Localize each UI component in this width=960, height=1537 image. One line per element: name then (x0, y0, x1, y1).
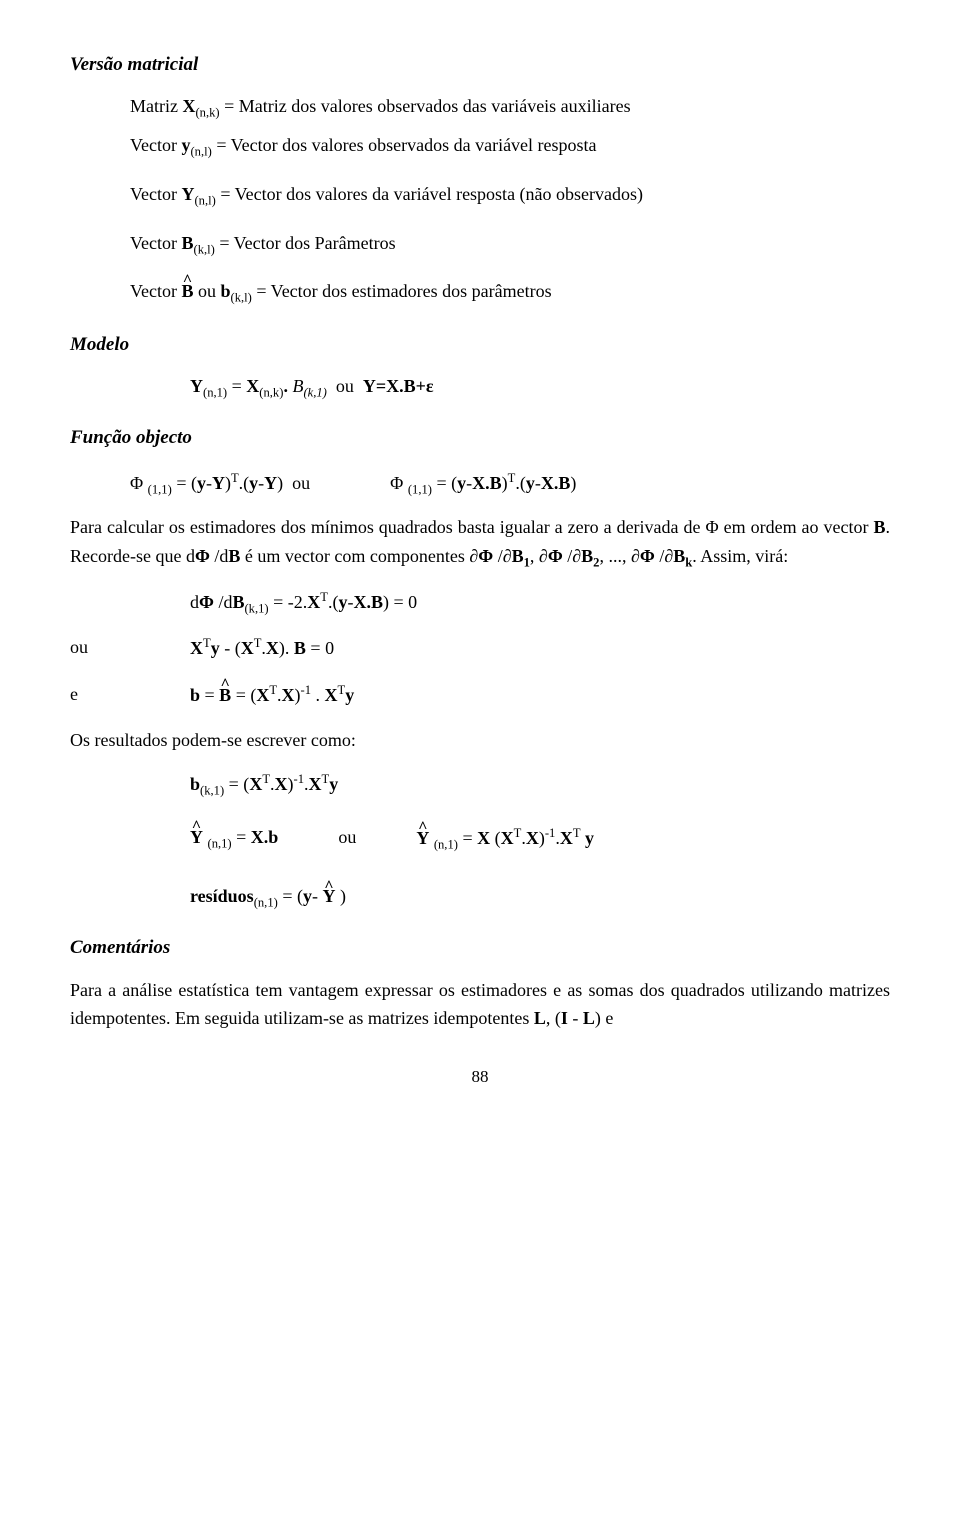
section-title-versao: Versão matricial (70, 50, 890, 80)
para-resultados: Os resultados podem-se escrever como: (70, 726, 890, 755)
eq-ou: XTy - (XT.X). B = 0 (190, 633, 334, 663)
eq-yhat-row: Y (n,1) = X.b ou Y (n,1) = X (XT.X)-1.XT… (190, 823, 890, 855)
funcao-eq-a: Φ (1,1) = (y-Y)T.(y-Y) ou (130, 468, 310, 500)
eq-b: b(k,1) = (XT.X)-1.XTy (190, 769, 890, 801)
funcao-eq-b: Φ (1,1) = (y-X.B)T.(y-X.B) (390, 468, 576, 500)
eq-e: b = B = (XT.X)-1 . XTy (190, 680, 354, 710)
def-vec-Bhat: Vector B ou b(k,l) = Vector dos estimado… (130, 277, 890, 308)
eq-yhat-ou: ou (338, 823, 356, 855)
eq-e-row: e b = B = (XT.X)-1 . XTy (70, 680, 890, 710)
para-calcular: Para calcular os estimadores dos mínimos… (70, 513, 890, 573)
modelo-eq: Y(n,1) = X(n,k). B(k,1) ou Y=X.B+ε (190, 372, 890, 403)
def-vec-Y: Vector Y(n,l) = Vector dos valores da va… (130, 180, 890, 211)
funcao-eq-row: Φ (1,1) = (y-Y)T.(y-Y) ou Φ (1,1) = (y-X… (130, 468, 890, 500)
eq-residuos: resíduos(n,1) = (y- Y ) (190, 882, 890, 913)
eq-yhat-a: Y (n,1) = X.b (190, 823, 278, 855)
eq-yhat-b: Y (n,1) = X (XT.X)-1.XT y (416, 823, 594, 855)
eq-dphi: dΦ /dB(k,1) = -2.XT.(y-X.B) = 0 (190, 587, 890, 619)
page-number: 88 (70, 1063, 890, 1090)
eq-ou-row: ou XTy - (XT.X). B = 0 (70, 633, 890, 663)
section-title-funcao: Função objecto (70, 423, 890, 453)
def-vec-y: Vector y(n,l) = Vector dos valores obser… (130, 131, 890, 162)
section-title-comentarios: Comentários (70, 933, 890, 963)
section-title-modelo: Modelo (70, 330, 890, 360)
para-comentarios: Para a análise estatística tem vantagem … (70, 976, 890, 1034)
label-e: e (70, 680, 130, 710)
label-ou: ou (70, 633, 130, 663)
def-vec-B: Vector B(k,l) = Vector dos Parâmetros (130, 229, 890, 260)
def-matrix: Matriz X(n,k) = Matriz dos valores obser… (130, 92, 890, 123)
